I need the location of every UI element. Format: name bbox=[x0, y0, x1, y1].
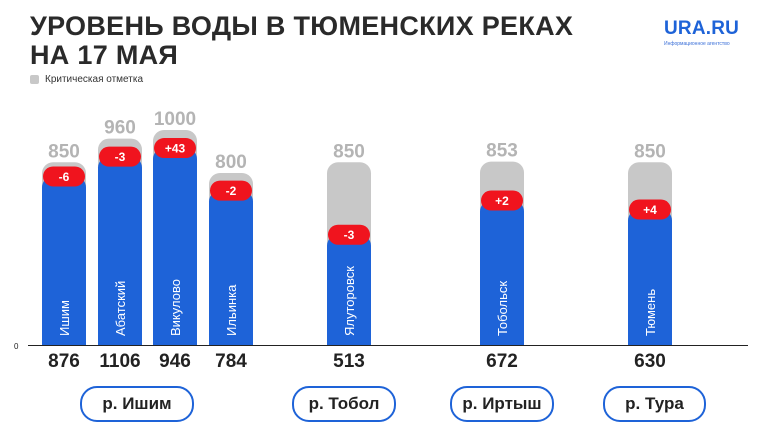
level-bar bbox=[209, 190, 253, 345]
level-value-label: 1106 bbox=[99, 351, 140, 372]
title-line-2: НА 17 МАЯ bbox=[30, 40, 179, 70]
legend-swatch-critical bbox=[30, 75, 39, 84]
change-badge-label: +43 bbox=[165, 142, 186, 156]
change-badge bbox=[43, 166, 85, 187]
ura-logo: URA.RU Информационное агентство bbox=[664, 18, 744, 47]
change-badge-label: +2 bbox=[495, 194, 509, 208]
critical-value-label: 1000 bbox=[154, 109, 196, 130]
station-name-label: Тобольск bbox=[495, 281, 510, 336]
station-name-label: Викулово bbox=[168, 279, 183, 336]
level-bar-base bbox=[628, 331, 672, 345]
critical-value-label: 850 bbox=[333, 141, 365, 162]
level-bar-base bbox=[209, 331, 253, 345]
critical-value-label: 960 bbox=[104, 118, 136, 139]
change-badge bbox=[328, 224, 370, 245]
level-bar bbox=[480, 200, 524, 345]
zero-axis-label: 0 bbox=[14, 342, 19, 351]
legend-label-critical: Критическая отметка bbox=[45, 74, 144, 85]
level-bar bbox=[153, 148, 197, 345]
level-bar-base bbox=[480, 331, 524, 345]
station-name-label: Тюмень bbox=[643, 289, 658, 336]
logo-tagline: Информационное агентство bbox=[664, 41, 730, 47]
level-value-label: 513 bbox=[333, 351, 365, 372]
critical-value-label: 850 bbox=[48, 141, 80, 162]
level-value-label: 672 bbox=[486, 351, 518, 372]
station-name-label: Ильинка bbox=[224, 284, 239, 336]
change-badge-label: +4 bbox=[643, 203, 657, 217]
change-badge bbox=[481, 190, 523, 211]
change-badge bbox=[99, 146, 141, 167]
station-name-label: Ялуторовск bbox=[342, 266, 357, 336]
chart-title: УРОВЕНЬ ВОДЫ В ТЮМЕНСКИХ РЕКАХ НА 17 МАЯ bbox=[30, 12, 590, 70]
level-value-label: 876 bbox=[48, 351, 80, 372]
river-label: р. Тура bbox=[603, 386, 706, 422]
level-value-label: 946 bbox=[159, 351, 191, 372]
level-bar bbox=[98, 156, 142, 345]
critical-value-label: 850 bbox=[634, 141, 666, 162]
level-bar-base bbox=[327, 331, 371, 345]
change-badge-label: -3 bbox=[115, 150, 126, 164]
level-bar bbox=[42, 176, 86, 345]
title-line-1: УРОВЕНЬ ВОДЫ В ТЮМЕНСКИХ РЕКАХ bbox=[30, 11, 574, 41]
level-value-label: 630 bbox=[634, 351, 666, 372]
river-label: р. Тобол bbox=[292, 386, 396, 422]
station-name-label: Абатский bbox=[113, 281, 128, 336]
river-label: р. Ишим bbox=[80, 386, 194, 422]
logo-name: URA.RU bbox=[664, 18, 740, 39]
critical-value-label: 800 bbox=[215, 152, 247, 173]
change-badge-label: -2 bbox=[226, 184, 237, 198]
level-bar-base bbox=[42, 331, 86, 345]
level-bar-base bbox=[98, 331, 142, 345]
station-name-label: Ишим bbox=[57, 300, 72, 336]
level-bar bbox=[327, 234, 371, 345]
level-value-label: 784 bbox=[215, 351, 247, 372]
change-badge-label: -6 bbox=[59, 170, 70, 184]
change-badge bbox=[210, 180, 252, 201]
river-label: р. Иртыш bbox=[450, 386, 554, 422]
critical-value-label: 853 bbox=[486, 141, 518, 162]
change-badge bbox=[154, 138, 196, 159]
level-bar-base bbox=[153, 331, 197, 345]
change-badge-label: -3 bbox=[344, 228, 355, 242]
level-bar bbox=[628, 209, 672, 345]
legend: Критическая отметка bbox=[30, 74, 143, 85]
change-badge bbox=[629, 199, 671, 220]
